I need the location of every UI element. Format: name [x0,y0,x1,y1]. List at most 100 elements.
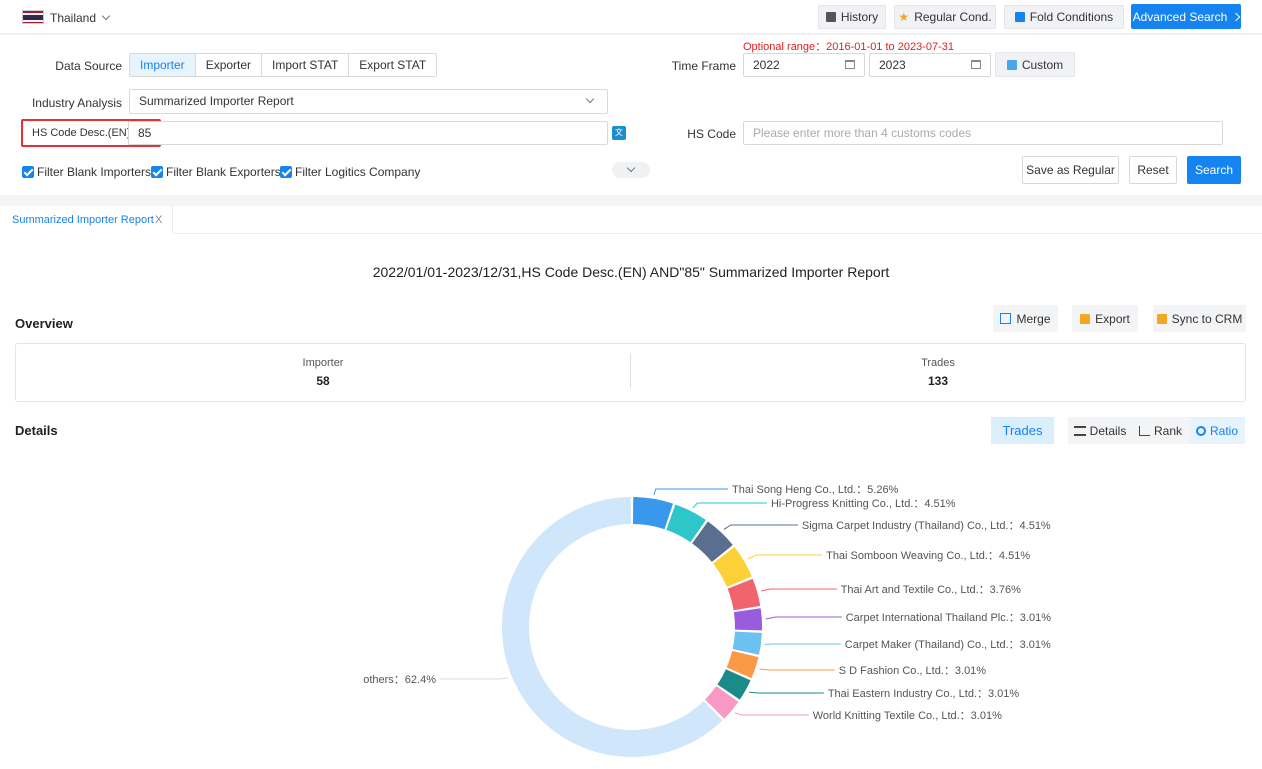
donut-slice-3[interactable] [713,546,752,587]
report-title: 2022/01/01-2023/12/31,HS Code Desc.(EN) … [372,264,890,280]
table-icon [1073,425,1086,436]
importer-count-label: Importer [302,357,344,369]
thailand-flag-icon[interactable] [22,10,44,24]
calendar-icon [971,60,981,69]
history-label: History [840,10,879,24]
donut-slice-5[interactable] [733,608,763,631]
save-as-regular-label: Save as Regular [1026,163,1115,177]
fold-conditions-label: Fold Conditions [1029,10,1114,24]
hs-desc-label: HS Code Desc.(EN) [32,127,131,139]
export-button[interactable]: Export [1072,305,1138,332]
donut-slice-2[interactable] [692,521,733,562]
translate-icon[interactable]: 文 [612,126,626,140]
custom-icon [1006,59,1017,70]
search-button[interactable]: Search [1187,156,1241,184]
custom-button[interactable]: Custom [995,52,1075,77]
data-source-import-stat[interactable]: Import STAT [261,54,349,76]
tab-label: Summarized Importer Report [12,214,154,226]
checkbox-checked-icon [151,166,163,178]
regular-cond-label: Regular Cond. [914,10,992,24]
view-ratio-label: Ratio [1209,423,1238,438]
hs-desc-value: 85 [138,126,152,140]
search-label: Search [1194,163,1234,177]
checkbox-checked-icon [22,166,34,178]
country-selector[interactable]: Thailand [50,11,111,25]
filter-label: Filter Blank Exporters [166,165,281,179]
donut-slice-4[interactable] [727,578,761,611]
overview-box [15,343,1246,402]
merge-button[interactable]: Merge [993,305,1058,332]
industry-analysis-label: Industry Analysis [31,96,122,110]
filter-logistics-company[interactable]: Filter Logitics Company [280,165,420,179]
history-button[interactable]: History [818,5,886,29]
time-to-field[interactable]: 2023 [869,53,991,77]
checkbox-checked-icon [280,166,292,178]
trades-metric-label: Trades [1002,423,1043,438]
star-icon: ★ [898,10,910,24]
industry-analysis-select[interactable]: Summarized Importer Report [129,89,608,114]
slice-label-8: Thai Eastern Industry Co., Ltd.：3.01% [828,688,1020,700]
time-from-field[interactable]: 2022 [743,53,865,77]
filter-label: Filter Blank Importers [37,165,152,179]
filter-blank-importers[interactable]: Filter Blank Importers [22,165,151,179]
expand-toggle[interactable] [612,162,650,178]
slice-leader-line-0 [653,488,729,495]
hs-desc-input[interactable]: 85 [129,121,608,145]
filter-label: Filter Logitics Company [295,165,421,179]
hs-code-input[interactable]: Please enter more than 4 customs codes [743,121,1223,145]
overview-divider [630,353,631,388]
donut-slice-7[interactable] [726,650,759,679]
slice-label-6: Carpet Maker (Thailand) Co., Ltd.：3.01% [845,639,1051,651]
hs-desc-divider [128,121,129,145]
export-label: Export [1095,311,1130,326]
data-source-label: Data Source [55,59,122,73]
tab-divider [173,233,1262,234]
sync-to-crm-button[interactable]: Sync to CRM [1153,305,1246,332]
hs-code-label: HS Code [687,127,736,141]
slice-label-10: others：62.4% [363,674,436,686]
slice-leader-line-2 [723,524,798,530]
save-as-regular-button[interactable]: Save as Regular [1022,156,1119,184]
donut-slice-10[interactable] [502,497,723,757]
view-ratio-tab[interactable]: Ratio [1189,417,1245,444]
slice-leader-line-7 [759,668,835,671]
donut-slice-9[interactable] [705,686,739,719]
donut-slice-1[interactable] [666,504,706,543]
overview-heading: Overview [15,316,73,331]
slice-label-7: S D Fashion Co., Ltd.：3.01% [839,665,987,677]
slice-label-9: World Knitting Textile Co., Ltd.：3.01% [813,710,1002,722]
tab-summarized-importer-report[interactable]: Summarized Importer Report X [0,206,173,234]
advanced-search-label: Advanced Search [1132,9,1228,24]
calendar-icon [845,60,855,69]
data-source-export-stat[interactable]: Export STAT [348,54,437,76]
close-icon[interactable]: X [155,214,163,226]
history-icon [825,12,836,22]
view-rank-tab[interactable]: Rank [1132,417,1189,444]
donut-slice-8[interactable] [717,669,751,700]
data-source-exporter[interactable]: Exporter [194,54,262,76]
fold-icon [1014,12,1025,22]
slice-leader-line-8 [749,691,824,694]
trades-count-label: Trades [921,357,955,369]
data-source-segment: Importer Exporter Import STAT Export STA… [129,53,438,77]
slice-label-1: Hi-Progress Knitting Co., Ltd.：4.51% [771,498,956,510]
trades-metric-button[interactable]: Trades [991,417,1054,444]
slice-leader-line-1 [692,502,767,509]
optional-range-note: Optional range：2016-01-01 to 2023-07-31 [743,41,954,53]
trades-count-value: 133 [927,374,949,388]
fold-conditions-button[interactable]: Fold Conditions [1004,5,1124,29]
donut-slice-0[interactable] [632,497,674,530]
importer-ratio-donut-chart: Thai Song Heng Co., Ltd.：5.26% Hi-Progres… [363,484,1051,757]
reset-button[interactable]: Reset [1129,156,1177,184]
view-details-tab[interactable]: Details [1068,417,1132,444]
importer-count-value: 58 [316,374,330,388]
slice-label-3: Thai Somboon Weaving Co., Ltd.：4.51% [826,550,1030,562]
filter-blank-exporters[interactable]: Filter Blank Exporters [151,165,281,179]
donut-slice-6[interactable] [732,631,762,655]
regular-cond-button[interactable]: ★ Regular Cond. [894,5,996,29]
slice-leader-line-9 [734,712,809,716]
slice-leader-line-4 [760,588,837,592]
data-source-importer[interactable]: Importer [130,54,195,76]
sync-icon [1156,313,1167,324]
advanced-search-button[interactable]: Advanced Search [1131,4,1241,29]
